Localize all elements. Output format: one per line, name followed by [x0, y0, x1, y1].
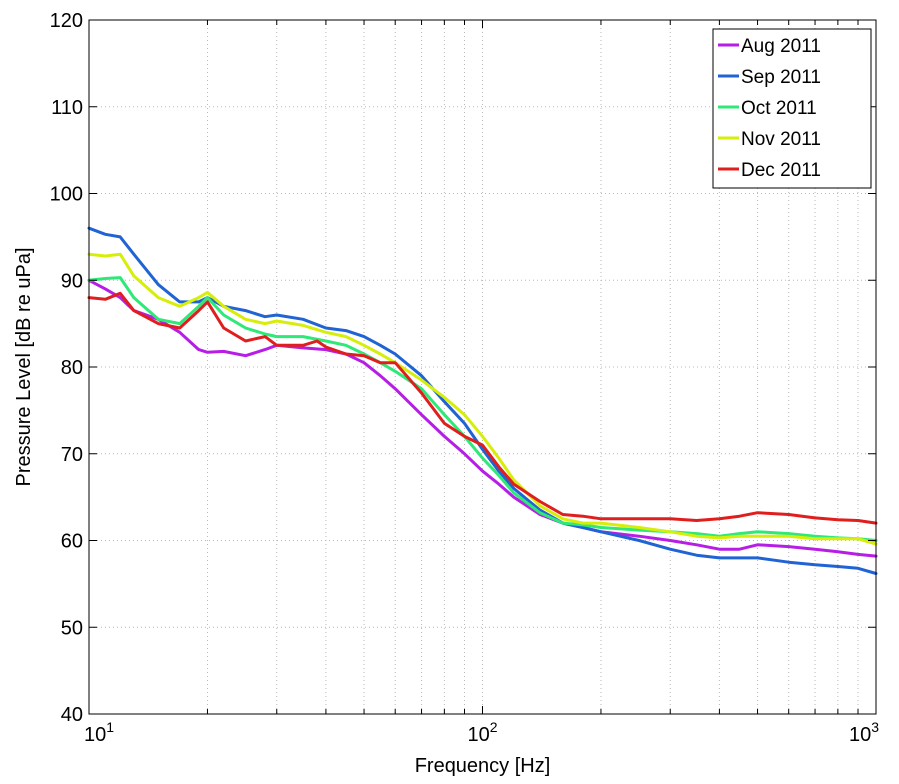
- y-axis-label: Pressure Level [dB re uPa]: [13, 247, 35, 486]
- x-tick-label: 101: [84, 719, 114, 746]
- legend-entry-label: Aug 2011: [741, 36, 821, 57]
- x-axis-label: Frequency [Hz]: [415, 755, 551, 777]
- x-tick-label: 102: [467, 719, 497, 746]
- x-tick-base: 10: [467, 724, 489, 746]
- x-tick-exponent: 2: [490, 719, 498, 735]
- legend: Aug 2011 Sep 2011 Oct 2011 Nov 2011 Dec 2011: [712, 28, 872, 189]
- legend-entry-label: Nov 2011: [741, 129, 821, 150]
- series-line-aug-2011: [87, 278, 878, 558]
- y-tick-label: 110: [51, 97, 83, 119]
- legend-entry-label: Sep 2011: [741, 67, 821, 88]
- y-tick-label: 120: [50, 10, 83, 32]
- series-line-nov-2011: [87, 252, 878, 546]
- x-tick-base: 10: [849, 724, 871, 746]
- series-line-dec-2011: [87, 291, 878, 525]
- y-tick-label: 70: [61, 444, 83, 466]
- y-tick-label: 100: [50, 184, 83, 206]
- y-tick-label: 50: [61, 617, 83, 639]
- series-line-sep-2011: [87, 226, 878, 575]
- y-tick-label: 90: [61, 270, 83, 292]
- series-lines: [87, 226, 878, 575]
- y-tick-label: 80: [61, 357, 83, 379]
- y-tick-label: 40: [61, 704, 83, 726]
- legend-box: [712, 28, 872, 189]
- y-tick-label: 60: [61, 531, 83, 553]
- x-tick-base: 10: [84, 724, 106, 746]
- series-line-oct-2011: [87, 276, 878, 542]
- x-tick-exponent: 3: [871, 719, 879, 735]
- legend-entry-label: Oct 2011: [741, 98, 817, 119]
- x-tick-label: 103: [849, 719, 879, 746]
- x-tick-exponent: 1: [106, 719, 114, 735]
- legend-entry-label: Dec 2011: [741, 160, 821, 181]
